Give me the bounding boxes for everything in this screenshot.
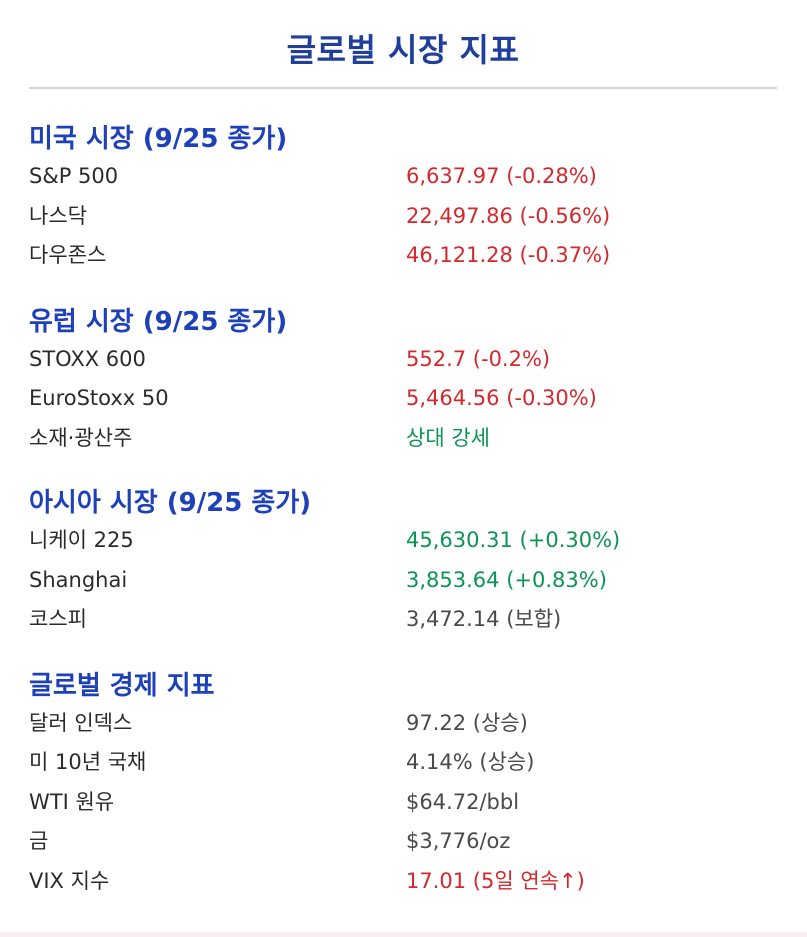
indicator-label: 미 10년 국채 (29, 750, 147, 774)
section-heading: 유럽 시장 (9/25 종가) (29, 306, 288, 337)
bottom-divider (0, 932, 807, 937)
indicator-value: 46,121.28 (-0.37%) (406, 243, 611, 267)
indicator-row-us10y: 미 10년 국채 4.14% (상승) (29, 743, 777, 783)
indicator-label: VIX 지수 (29, 868, 110, 893)
page-title: 글로벌 시장 지표 (29, 0, 777, 89)
indicator-row-stoxx600: STOXX 600 552.7 (-0.2%) (29, 340, 777, 380)
indicator-value: 17.01 (5일 연속↑) (406, 868, 585, 893)
indicator-row-kospi: 코스피 3,472.14 (보합) (29, 600, 777, 640)
section-heading: 아시아 시장 (9/25 종가) (29, 488, 312, 518)
indicator-value: 22,497.86 (-0.56%) (406, 203, 611, 228)
indicator-label: 나스닥 (29, 203, 87, 228)
indicator-value: 6,637.97 (-0.28%) (406, 164, 597, 188)
indicator-row-sp500: S&P 500 6,637.97 (-0.28%) (29, 157, 777, 197)
indicator-label: S&P 500 (29, 164, 119, 188)
indicator-label: EuroStoxx 50 (29, 386, 169, 410)
indicator-value: 3,853.64 (+0.83%) (406, 567, 607, 592)
indicator-row-gold: 금 $3,776/oz (29, 822, 777, 862)
indicator-value: 4.14% (상승) (406, 750, 535, 774)
indicator-row-nasdaq: 나스닥 22,497.86 (-0.56%) (29, 197, 777, 237)
indicator-label: 코스피 (29, 607, 87, 631)
indicator-label: 소재·광산주 (29, 425, 133, 450)
indicator-value: $64.72/bbl (406, 789, 520, 814)
indicator-value: 5,464.56 (-0.30%) (406, 386, 597, 410)
indicator-value: 97.22 (상승) (406, 710, 528, 735)
indicator-label: 달러 인덱스 (29, 710, 133, 735)
indicator-row-nikkei225: 니케이 225 45,630.31 (+0.30%) (29, 521, 777, 561)
indicator-row-materials-mining: 소재·광산주 상대 강세 (29, 419, 777, 459)
indicator-row-vix: VIX 지수 17.01 (5일 연속↑) (29, 862, 777, 902)
indicator-row-dollar-index: 달러 인덱스 97.22 (상승) (29, 704, 777, 744)
indicator-label: STOXX 600 (29, 346, 146, 371)
section-asia-market: 아시아 시장 (9/25 종가) 니케이 225 45,630.31 (+0.3… (29, 485, 777, 640)
indicator-row-wti: WTI 원유 $64.72/bbl (29, 783, 777, 823)
indicator-label: Shanghai (29, 567, 128, 592)
indicator-label: 니케이 225 (29, 528, 134, 552)
indicator-value: 상대 강세 (406, 425, 490, 450)
section-europe-market: 유럽 시장 (9/25 종가) STOXX 600 552.7 (-0.2%) … (29, 304, 777, 459)
section-heading: 미국 시장 (9/25 종가) (29, 124, 288, 154)
section-us-market: 미국 시장 (9/25 종가) S&P 500 6,637.97 (-0.28%… (29, 121, 777, 276)
indicator-value: 552.7 (-0.2%) (406, 346, 551, 371)
indicator-row-shanghai: Shanghai 3,853.64 (+0.83%) (29, 561, 777, 601)
indicator-label: 다우존스 (29, 243, 107, 267)
indicator-row-dow: 다우존스 46,121.28 (-0.37%) (29, 236, 777, 276)
section-heading: 글로벌 경제 지표 (29, 670, 215, 701)
indicator-label: 금 (29, 829, 49, 853)
section-global-economy: 글로벌 경제 지표 달러 인덱스 97.22 (상승) 미 10년 국채 4.1… (29, 668, 777, 902)
indicator-row-eurostoxx50: EuroStoxx 50 5,464.56 (-0.30%) (29, 379, 777, 419)
indicator-value: $3,776/oz (406, 829, 511, 853)
indicator-value: 45,630.31 (+0.30%) (406, 528, 621, 552)
indicator-label: WTI 원유 (29, 789, 115, 814)
indicator-value: 3,472.14 (보합) (406, 607, 562, 631)
